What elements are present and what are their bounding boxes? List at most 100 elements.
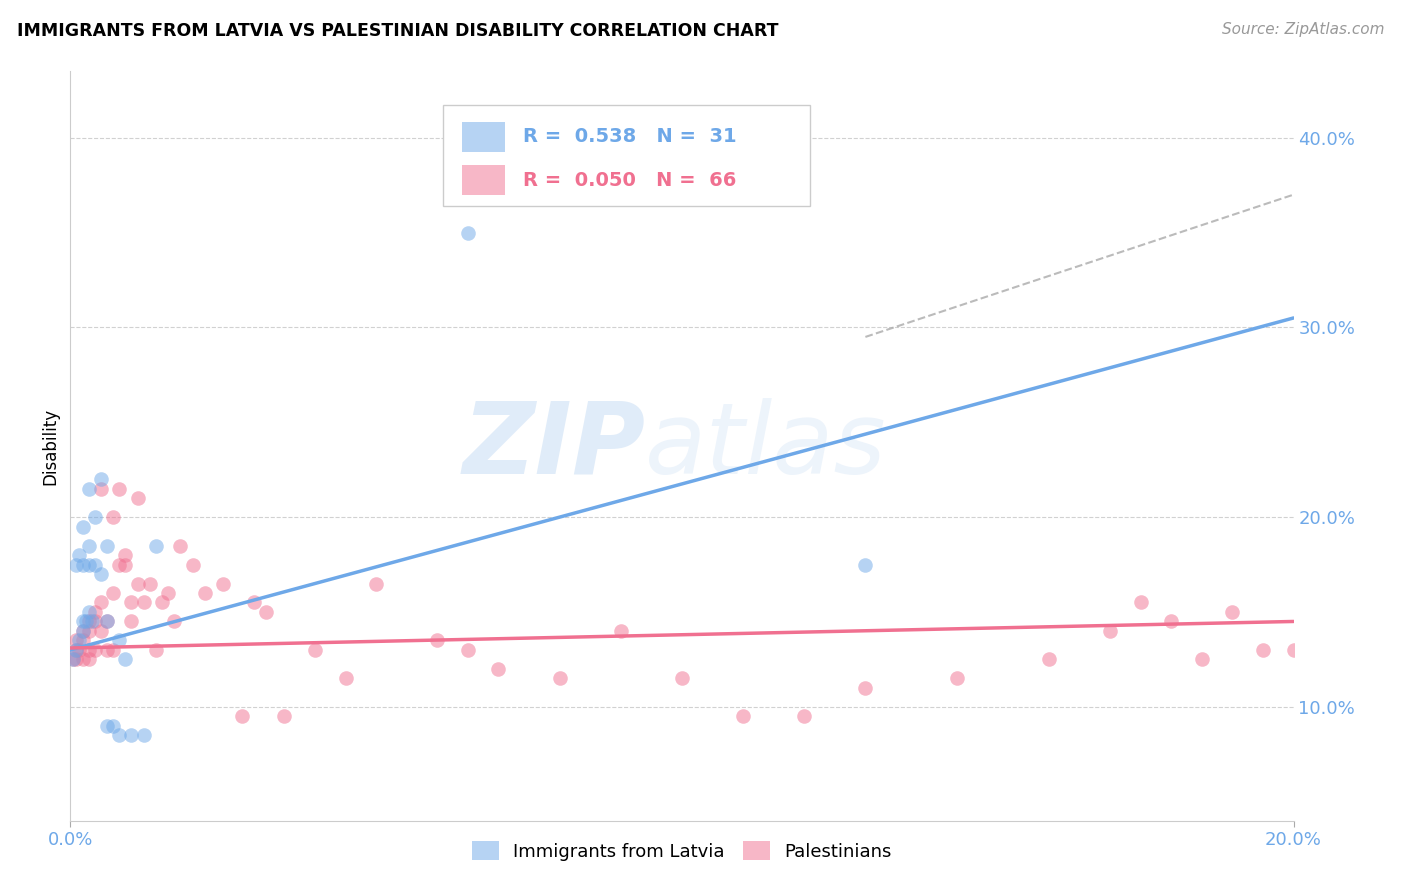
- Point: [145, 643, 167, 657]
- Point: [163, 615, 186, 629]
- Point: [108, 633, 131, 648]
- Point: [108, 558, 131, 572]
- Point: [1220, 605, 1243, 619]
- Point: [77, 605, 100, 619]
- Point: [83, 510, 105, 524]
- Point: [488, 662, 510, 676]
- Point: [62, 652, 84, 666]
- Point: [108, 482, 131, 496]
- Text: IMMIGRANTS FROM LATVIA VS PALESTINIAN DISABILITY CORRELATION CHART: IMMIGRANTS FROM LATVIA VS PALESTINIAN DI…: [17, 22, 779, 40]
- Point: [132, 595, 155, 609]
- Point: [72, 624, 94, 638]
- Point: [145, 539, 167, 553]
- Point: [101, 719, 124, 733]
- Point: [69, 548, 91, 562]
- Point: [1129, 595, 1152, 609]
- Point: [83, 558, 105, 572]
- Point: [83, 605, 105, 619]
- Point: [127, 491, 149, 505]
- Point: [181, 558, 204, 572]
- Point: [231, 709, 253, 723]
- Point: [243, 595, 266, 609]
- Point: [77, 643, 100, 657]
- Point: [101, 643, 124, 657]
- Point: [77, 558, 100, 572]
- Point: [121, 595, 143, 609]
- Point: [150, 595, 173, 609]
- Text: R =  0.538   N =  31: R = 0.538 N = 31: [523, 127, 737, 146]
- Point: [114, 548, 136, 562]
- Point: [69, 633, 91, 648]
- Point: [77, 539, 100, 553]
- Point: [90, 472, 112, 486]
- Point: [65, 652, 87, 666]
- Text: Source: ZipAtlas.com: Source: ZipAtlas.com: [1222, 22, 1385, 37]
- Point: [946, 672, 969, 686]
- Point: [733, 709, 755, 723]
- Point: [426, 633, 449, 648]
- Point: [671, 672, 693, 686]
- Point: [457, 226, 479, 240]
- Point: [69, 643, 91, 657]
- Point: [72, 519, 94, 533]
- Point: [855, 558, 877, 572]
- Legend: Immigrants from Latvia, Palestinians: Immigrants from Latvia, Palestinians: [465, 834, 898, 868]
- Point: [90, 567, 112, 582]
- Point: [139, 576, 162, 591]
- Point: [72, 558, 94, 572]
- Point: [65, 643, 87, 657]
- Point: [62, 652, 84, 666]
- Point: [1038, 652, 1060, 666]
- Point: [96, 539, 118, 553]
- Point: [169, 539, 191, 553]
- Point: [127, 576, 149, 591]
- Point: [65, 633, 87, 648]
- Point: [457, 643, 479, 657]
- Point: [273, 709, 295, 723]
- Point: [72, 624, 94, 638]
- Point: [194, 586, 217, 600]
- Point: [65, 558, 87, 572]
- Point: [114, 558, 136, 572]
- Point: [121, 615, 143, 629]
- Point: [548, 672, 571, 686]
- Point: [366, 576, 388, 591]
- Point: [72, 615, 94, 629]
- Point: [1160, 615, 1182, 629]
- Point: [65, 643, 87, 657]
- Point: [96, 615, 118, 629]
- FancyBboxPatch shape: [443, 105, 810, 206]
- Y-axis label: Disability: Disability: [41, 408, 59, 484]
- Bar: [461, 121, 505, 152]
- Point: [108, 728, 131, 742]
- Point: [83, 643, 105, 657]
- Point: [855, 681, 877, 695]
- Point: [335, 672, 357, 686]
- Point: [101, 510, 124, 524]
- Point: [77, 615, 100, 629]
- Text: ZIP: ZIP: [463, 398, 645, 494]
- Point: [121, 728, 143, 742]
- Point: [157, 586, 180, 600]
- Point: [1282, 643, 1305, 657]
- Bar: [461, 165, 505, 195]
- Point: [77, 624, 100, 638]
- Point: [114, 652, 136, 666]
- Point: [1191, 652, 1213, 666]
- Point: [610, 624, 633, 638]
- Text: R =  0.050   N =  66: R = 0.050 N = 66: [523, 170, 737, 189]
- Point: [212, 576, 235, 591]
- Point: [72, 652, 94, 666]
- Point: [90, 624, 112, 638]
- Point: [96, 643, 118, 657]
- Point: [1099, 624, 1122, 638]
- Point: [132, 728, 155, 742]
- Point: [1251, 643, 1274, 657]
- Point: [90, 482, 112, 496]
- Point: [83, 615, 105, 629]
- Point: [96, 719, 118, 733]
- Point: [793, 709, 815, 723]
- Point: [90, 595, 112, 609]
- Point: [72, 633, 94, 648]
- Point: [304, 643, 326, 657]
